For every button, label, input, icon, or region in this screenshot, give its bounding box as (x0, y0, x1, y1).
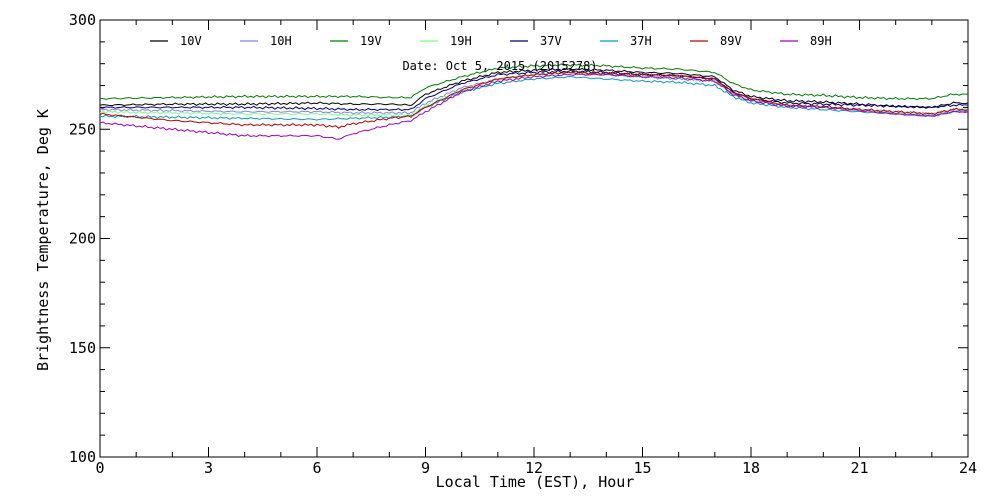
legend-label: 89H (810, 34, 832, 48)
legend-label: 19V (360, 34, 382, 48)
series-line-19v (99, 63, 969, 101)
x-tick-label: 24 (959, 459, 977, 477)
x-axis-label: Local Time (EST), Hour (436, 473, 635, 491)
axis-ticks: 0 3 6 9 12 15 18 21 24 100 150 200 250 300 (69, 11, 977, 477)
series-line-37v (99, 69, 969, 112)
legend-label: 89V (720, 34, 742, 48)
legend-label: 37V (540, 34, 562, 48)
x-tick-label: 21 (850, 459, 868, 477)
y-tick-label: 100 (69, 448, 96, 466)
x-tick-label: 0 (95, 459, 104, 477)
series-line-89h (99, 73, 969, 140)
series-lines (99, 63, 969, 140)
plot-frame (99, 19, 969, 458)
x-tick-label: 9 (421, 459, 430, 477)
legend-label: 10V (180, 34, 202, 48)
plot-border (99, 19, 969, 458)
legend-label: 19H (450, 34, 472, 48)
series-line-10v (99, 67, 969, 109)
x-tick-label: 3 (204, 459, 213, 477)
y-tick-label: 150 (69, 339, 96, 357)
x-tick-label: 18 (742, 459, 760, 477)
legend-label: 10H (270, 34, 292, 48)
x-tick-label: 6 (312, 459, 321, 477)
x-tick-label: 12 (525, 459, 543, 477)
series-line-37h (99, 75, 969, 121)
y-tick-label: 300 (69, 11, 96, 29)
y-tick-label: 200 (69, 230, 96, 248)
series-line-19h (99, 71, 969, 117)
legend-label: 37H (630, 34, 652, 48)
y-axis-label: Brightness Temperature, Deg K (34, 109, 52, 371)
legend: 10V 10H 19V 19H 37V 37H 89V 89H (150, 34, 832, 48)
y-tick-label: 250 (69, 120, 96, 138)
date-annotation: Date: Oct 5, 2015 (2015278) (402, 59, 597, 73)
x-tick-label: 15 (633, 459, 651, 477)
